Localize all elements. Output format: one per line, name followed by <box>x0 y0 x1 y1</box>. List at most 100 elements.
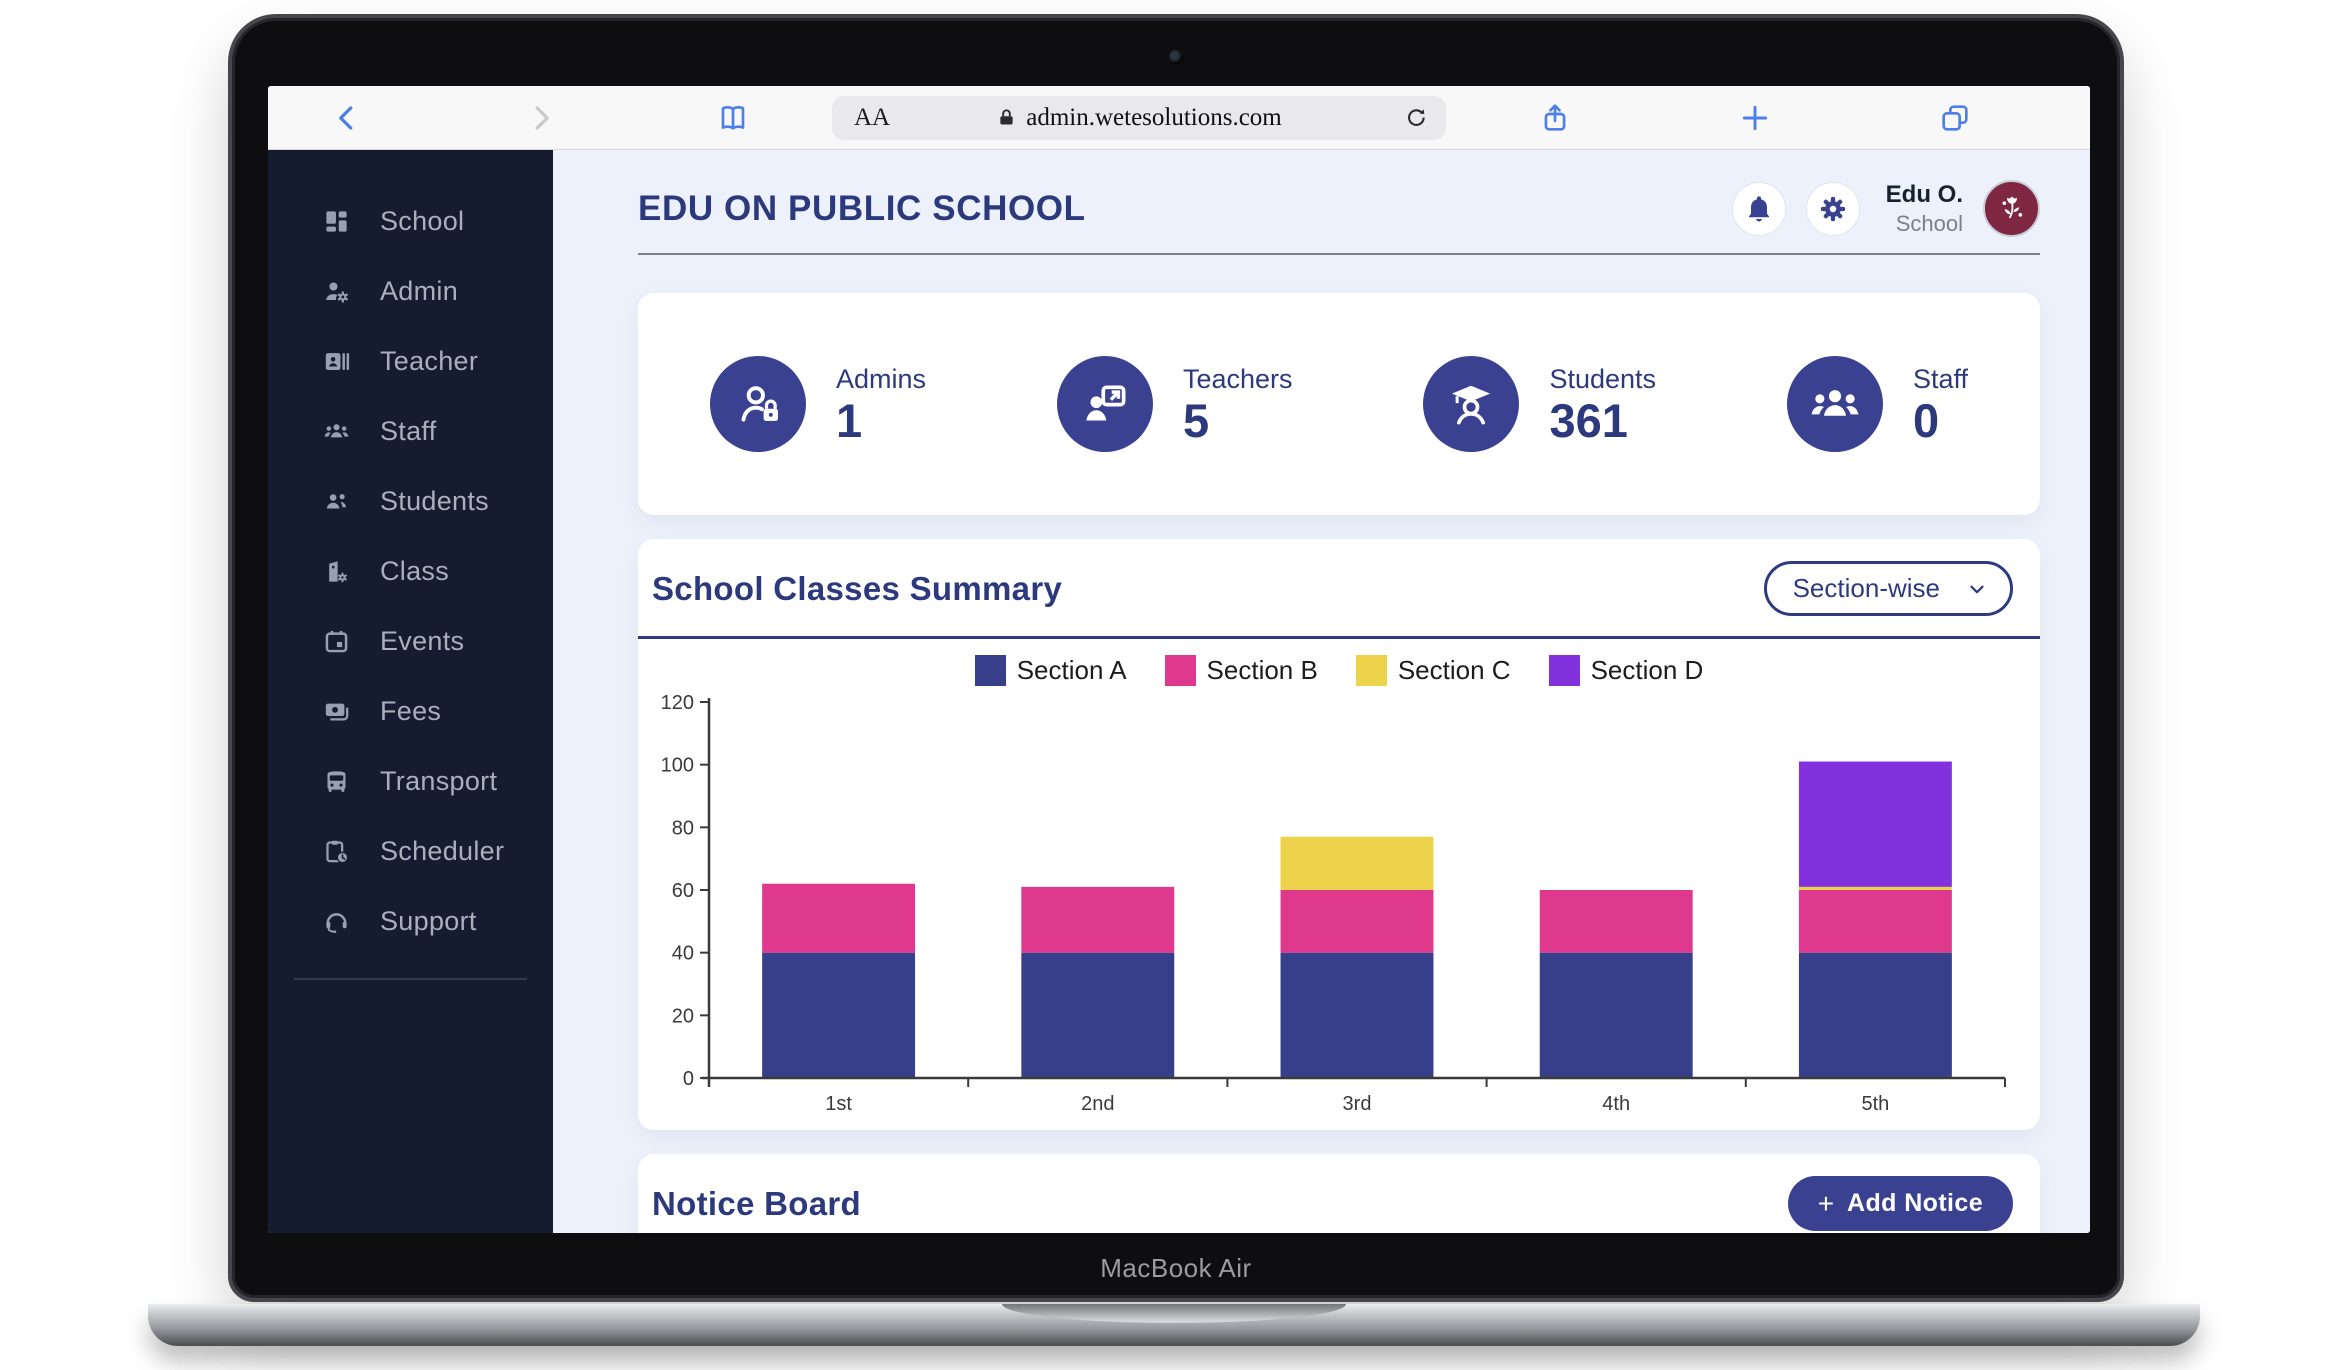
notice-board-title: Notice Board <box>652 1184 861 1222</box>
device-label: MacBook Air <box>1100 1253 1252 1283</box>
stats-card: Admins 1 Teachers 5 <box>638 293 2040 515</box>
share-button[interactable] <box>1538 101 1572 135</box>
people-icon <box>323 488 350 515</box>
chevron-right-icon <box>535 105 549 130</box>
page-header: EDU ON PUBLIC SCHOOL Edu O. School <box>638 150 2040 237</box>
sidebar-item-label: Teacher <box>380 345 479 376</box>
stat-value: 1 <box>836 394 863 447</box>
legend-swatch <box>1164 655 1196 686</box>
sidebar-item-fees[interactable]: Fees <box>268 676 553 746</box>
bookmarks-button[interactable] <box>716 101 750 135</box>
browser-back-button[interactable] <box>330 101 364 135</box>
legend-item[interactable]: Section B <box>1164 655 1318 686</box>
bell-icon <box>1748 195 1769 221</box>
sidebar-item-school[interactable]: School <box>268 186 553 256</box>
user-info: Edu O. School <box>1886 181 1963 237</box>
sidebar-item-teacher[interactable]: Teacher <box>268 326 553 396</box>
y-tick-label: 40 <box>672 943 694 965</box>
sidebar-item-support[interactable]: Support <box>268 886 553 956</box>
sidebar-item-class[interactable]: Class <box>268 536 553 606</box>
new-tab-button[interactable] <box>1738 101 1772 135</box>
dashboard-app: School Admin Teacher Staff <box>268 150 2090 1233</box>
y-tick-label: 20 <box>672 1005 694 1027</box>
text-size-button[interactable]: AA <box>854 103 891 131</box>
laptop-base-notch <box>1002 1304 1346 1323</box>
plus-icon <box>1742 105 1768 130</box>
main-content: EDU ON PUBLIC SCHOOL Edu O. School <box>553 150 2090 1233</box>
page-title: EDU ON PUBLIC SCHOOL <box>638 188 1086 228</box>
dashboard-icon <box>323 208 350 235</box>
avatar[interactable] <box>1983 180 2040 237</box>
address-bar[interactable]: AA admin.wetesolutions.com <box>832 95 1446 140</box>
bar-segment <box>1798 761 1952 887</box>
reload-button[interactable] <box>1398 101 1432 135</box>
bar-segment <box>1021 886 1175 953</box>
bar-segment <box>1280 890 1434 953</box>
notifications-button[interactable] <box>1731 181 1786 236</box>
bar-segment <box>1798 890 1952 953</box>
bar-segment <box>1539 952 1693 1078</box>
sidebar-item-label: Transport <box>380 765 498 796</box>
reload-icon <box>1407 109 1425 126</box>
calendar-icon <box>323 628 350 655</box>
legend-item[interactable]: Section C <box>1355 655 1511 686</box>
section-filter-select[interactable]: Section-wise <box>1763 561 2013 616</box>
bar-segment <box>1280 952 1434 1078</box>
y-tick-label: 0 <box>683 1068 694 1090</box>
bar-segment <box>1798 886 1952 890</box>
y-tick-label: 100 <box>661 755 694 777</box>
sidebar-divider <box>294 978 527 980</box>
browser-forward-button[interactable] <box>524 101 558 135</box>
user-name: Edu O. <box>1885 180 1963 208</box>
x-tick-label: 4th <box>1602 1093 1630 1115</box>
stat-label: Staff <box>1912 364 1968 394</box>
sidebar-item-label: School <box>380 205 465 236</box>
book-icon <box>721 105 745 130</box>
legend-item[interactable]: Section D <box>1548 655 1703 686</box>
classes-summary-header: School Classes Summary Section-wise <box>638 539 2040 636</box>
add-notice-label: Add Notice <box>1847 1189 1983 1217</box>
sidebar-item-students[interactable]: Students <box>268 466 553 536</box>
chart-area: Section A Section B Section C Section D 0 20… <box>638 639 2040 1130</box>
stat-value: 0 <box>1912 394 1940 447</box>
settings-button[interactable] <box>1805 181 1860 236</box>
tab-overview-button[interactable] <box>1938 101 1972 135</box>
sidebar-item-scheduler[interactable]: Scheduler <box>268 816 553 886</box>
tulip-icon <box>2002 195 2022 218</box>
graduate-icon <box>1423 356 1520 452</box>
tabs-icon <box>1942 104 1968 131</box>
x-tick-label: 5th <box>1861 1093 1889 1115</box>
webcam-dot <box>1169 50 1183 64</box>
header-actions: Edu O. School <box>1731 180 2040 237</box>
legend-item[interactable]: Section A <box>974 655 1127 686</box>
admin-lock-icon <box>710 356 806 452</box>
chart-legend: Section A Section B Section C Section D <box>638 639 2040 690</box>
stat-teachers: Teachers 5 <box>1056 356 1293 452</box>
class-building-icon <box>323 558 350 585</box>
classes-bar-chart: 0 20 40 60 80 100 120 1st 2nd 3rd 4th 5th <box>661 692 2006 1115</box>
legend-swatch <box>974 655 1006 686</box>
stat-label: Students <box>1549 364 1657 394</box>
manage-accounts-icon <box>323 278 350 305</box>
sidebar-item-staff[interactable]: Staff <box>268 396 553 466</box>
browser-toolbar: AA admin.wetesolutions.com <box>268 86 2090 150</box>
y-tick-label: 120 <box>661 692 694 714</box>
stat-students: Students 361 <box>1423 356 1656 452</box>
stat-value: 361 <box>1549 394 1628 447</box>
stat-staff: Staff 0 <box>1786 356 1968 452</box>
legend-swatch <box>1355 655 1387 686</box>
x-tick-label: 3rd <box>1343 1093 1372 1115</box>
sidebar-item-events[interactable]: Events <box>268 606 553 676</box>
sidebar-item-label: Fees <box>380 695 442 726</box>
x-tick-label: 2nd <box>1081 1093 1114 1115</box>
add-notice-button[interactable]: + Add Notice <box>1787 1176 2013 1231</box>
sidebar-item-transport[interactable]: Transport <box>268 746 553 816</box>
sidebar-item-label: Scheduler <box>380 835 505 866</box>
pending-actions-icon <box>323 838 350 865</box>
url-text: admin.wetesolutions.com <box>1026 103 1282 131</box>
bar-segment <box>762 883 916 953</box>
section-filter-value: Section-wise <box>1792 573 1940 603</box>
sidebar-item-admin[interactable]: Admin <box>268 256 553 326</box>
lock-icon <box>1000 109 1013 125</box>
